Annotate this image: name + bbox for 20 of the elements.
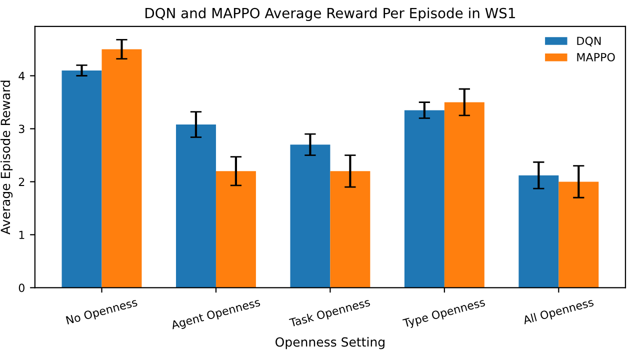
bar [216,171,256,288]
y-tick-label: 1 [19,230,24,239]
bar [176,124,216,288]
bar [404,110,444,288]
bar [102,49,142,288]
bar [290,144,330,288]
bar [558,182,599,288]
bar [330,171,370,288]
y-tick-label: 3 [18,124,24,134]
y-axis-title: Average Episode Reward [0,80,13,234]
x-axis-title: Openness Setting [276,337,384,350]
bar [444,102,484,288]
y-tick-label: 0 [18,284,24,292]
y-tick-label: 2 [18,178,24,186]
bar [518,175,559,288]
bar [62,70,102,288]
y-tick-label: 4 [18,72,25,80]
legend-label: MAPPO [577,52,615,62]
legend-label: DQN [577,36,601,46]
chart-title: DQN and MAPPO Average Reward Per Episode in WS1 [146,8,515,22]
